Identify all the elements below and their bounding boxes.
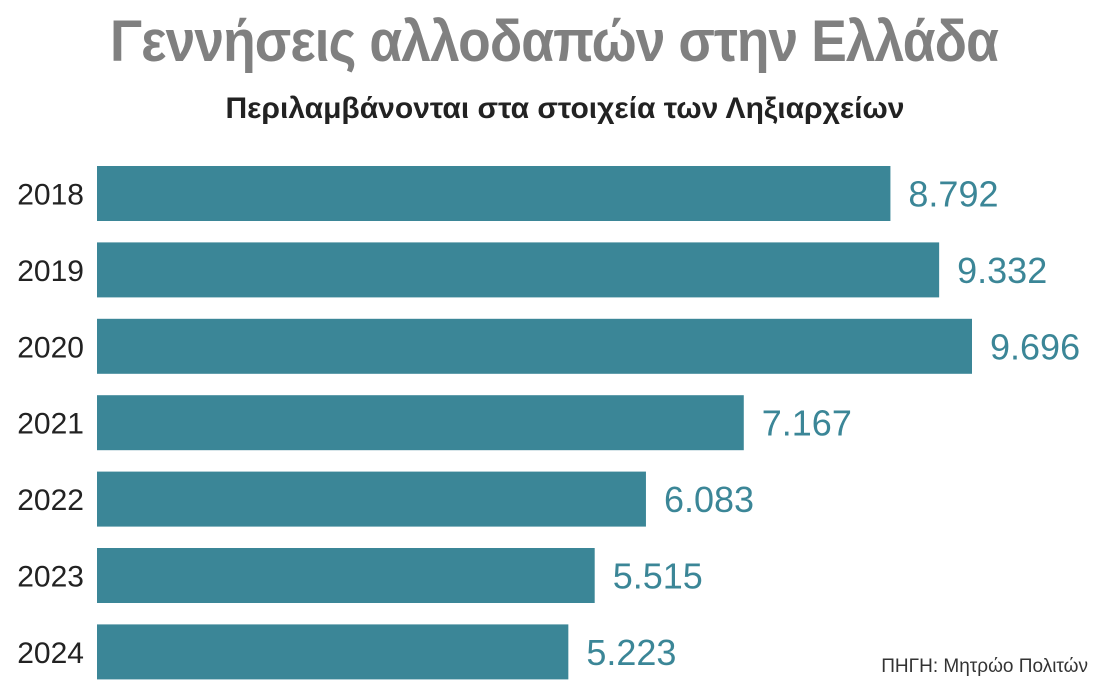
data-label: 8.792 bbox=[908, 174, 998, 215]
category-label: 2019 bbox=[17, 255, 84, 288]
data-label: 6.083 bbox=[664, 479, 754, 520]
data-label: 9.696 bbox=[990, 326, 1080, 367]
chart-subtitle: Περιλαμβάνονται στα στοιχεία των Ληξιαρχ… bbox=[225, 92, 905, 125]
category-label: 2018 bbox=[17, 179, 84, 212]
category-label: 2024 bbox=[17, 637, 84, 670]
data-label: 5.515 bbox=[613, 556, 703, 597]
bar-2022 bbox=[97, 471, 646, 527]
bar-2020 bbox=[97, 318, 972, 374]
category-label: 2022 bbox=[17, 484, 84, 517]
data-label: 9.332 bbox=[957, 250, 1047, 291]
chart-title: Γεννήσεις αλλοδαπών στην Ελλάδα bbox=[110, 9, 999, 74]
bar-2021 bbox=[97, 395, 744, 451]
category-label: 2021 bbox=[17, 408, 84, 441]
data-label: 5.223 bbox=[586, 632, 676, 673]
category-label: 2020 bbox=[17, 331, 84, 364]
category-label: 2023 bbox=[17, 561, 84, 594]
bar-2024 bbox=[97, 624, 569, 680]
bar-2023 bbox=[97, 548, 595, 603]
source-note: ΠΗΓΗ: Μητρώο Πολιτών bbox=[881, 656, 1088, 677]
bar-2019 bbox=[97, 242, 940, 298]
data-label: 7.167 bbox=[762, 403, 852, 444]
bar-2018 bbox=[97, 166, 891, 221]
